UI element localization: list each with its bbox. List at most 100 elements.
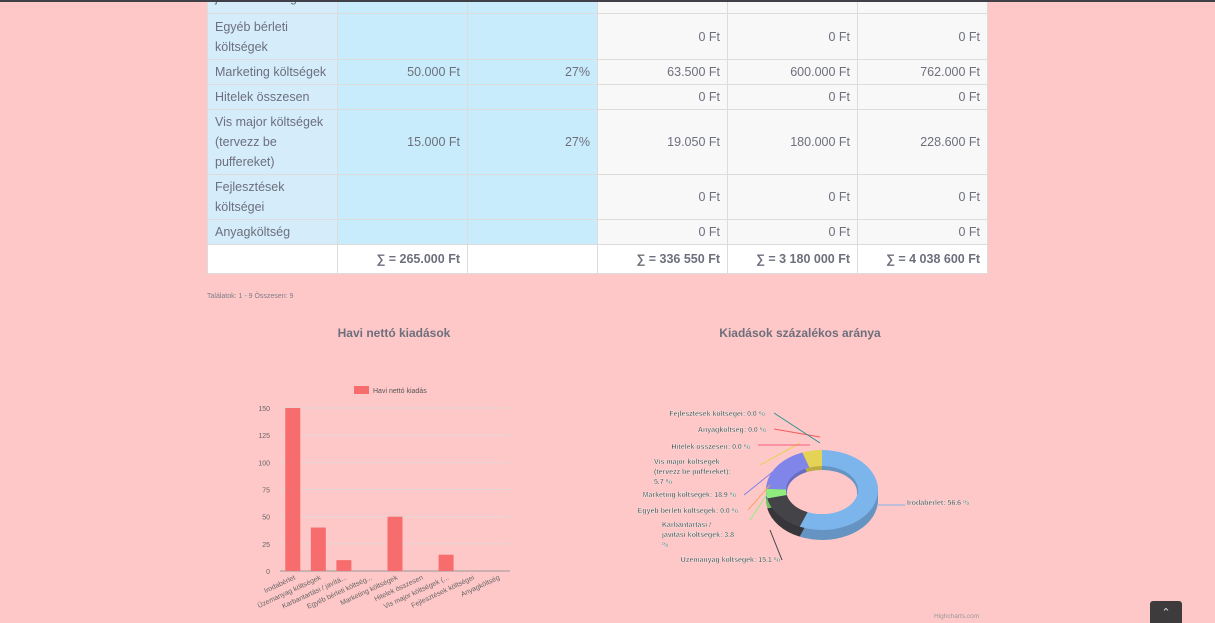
expenses-table: javítási költségekEgyéb bérleti költsége…: [207, 0, 988, 274]
table-row: Vis major költségek (tervezz be pufferek…: [207, 109, 988, 175]
vat-percent-cell: 27%: [467, 59, 598, 85]
y-tick-label: 25: [262, 542, 270, 549]
y-tick-label: 150: [258, 406, 270, 413]
pie-slice[interactable]: [767, 495, 808, 527]
table-row: javítási költségek: [207, 0, 988, 14]
table-row: Hitelek összesen 0 Ft 0 Ft 0 Ft: [207, 84, 988, 110]
monthly-cost-cell: [337, 174, 468, 220]
monthly-cost-cell: [337, 0, 468, 14]
pagination-summary: Találatok: 1 - 9 Összesen: 9: [207, 293, 294, 300]
sum-monthly-cell: ∑ = 265.000 Ft: [337, 244, 468, 274]
pie-connector: [747, 484, 771, 511]
legend-swatch: [354, 386, 369, 394]
pie-data-label: Vis major költségek (tervezz be puffereke…: [654, 459, 731, 486]
legend-label: Havi nettó kiadás: [373, 388, 427, 395]
row-name-cell: Hitelek összesen: [207, 84, 338, 110]
sum-c3-cell: ∑ = 336 550 Ft: [597, 244, 728, 274]
quarterly-cost-cell: 19.050 Ft: [597, 109, 728, 175]
bar[interactable]: [310, 527, 326, 571]
yearly-gross-cell: 0 Ft: [857, 13, 988, 60]
vat-percent-cell: [467, 13, 598, 60]
quarterly-cost-cell: 0 Ft: [597, 219, 728, 245]
sum-c4-cell: ∑ = 3 180 000 Ft: [727, 244, 858, 274]
bar-chart-title: Havi nettó kiadások: [337, 326, 451, 340]
top-bar: [0, 0, 1215, 2]
yearly-net-cell: 0 Ft: [727, 219, 858, 245]
monthly-cost-cell: [337, 219, 468, 245]
y-tick-label: 0: [266, 569, 270, 576]
bar[interactable]: [438, 554, 454, 571]
pie-connector: [759, 442, 801, 466]
pie-connector: [743, 469, 776, 496]
pie-slice[interactable]: [766, 452, 810, 490]
pie-slice[interactable]: [799, 450, 878, 530]
yearly-gross-cell: 762.000 Ft: [857, 59, 988, 85]
pie-data-label: Hitelek összesen: 0.0 %: [671, 444, 750, 451]
table-row: Egyéb bérleti költségek 0 Ft 0 Ft 0 Ft: [207, 13, 988, 60]
monthly-cost-cell: 50.000 Ft: [337, 59, 468, 85]
yearly-net-cell: 600.000 Ft: [727, 59, 858, 85]
yearly-net-cell: 0 Ft: [727, 84, 858, 110]
yearly-net-cell: 180.000 Ft: [727, 109, 858, 175]
pie-slice[interactable]: [766, 488, 787, 499]
vat-percent-cell: [467, 0, 598, 14]
chevron-up-icon: ⌃: [1161, 606, 1171, 619]
sum-c5-cell: ∑ = 4 038 600 Ft: [857, 244, 988, 274]
table-row: Anyagköltség 0 Ft 0 Ft 0 Ft: [207, 219, 988, 245]
table-row: Fejlesztések költségei 0 Ft 0 Ft 0 Ft: [207, 174, 988, 220]
pie-data-label: Egyéb bérleti költségek: 0.0 %: [638, 508, 739, 515]
pie-connector: [773, 412, 821, 444]
yearly-gross-cell: [857, 0, 988, 14]
row-name-cell: Anyagköltség: [207, 219, 338, 245]
scroll-to-top-button[interactable]: ⌃: [1150, 601, 1182, 623]
bar[interactable]: [285, 408, 301, 571]
row-name-cell: Fejlesztések költségei: [207, 174, 338, 220]
pie-data-label: Irodabérlet: 56.6 %: [907, 500, 970, 507]
y-tick-label: 125: [258, 433, 270, 440]
yearly-gross-cell: 0 Ft: [857, 174, 988, 220]
quarterly-cost-cell: 0 Ft: [597, 84, 728, 110]
monthly-cost-cell: [337, 84, 468, 110]
monthly-cost-cell: [337, 13, 468, 60]
monthly-cost-cell: 15.000 Ft: [337, 109, 468, 175]
yearly-net-cell: 0 Ft: [727, 13, 858, 60]
table-row: Marketing költségek 50.000 Ft 27% 63.500 Ft…: [207, 59, 988, 85]
pie-data-label: Marketing költségek: 18.9 %: [643, 492, 737, 499]
sum-row: ∑ = 265.000 Ft ∑ = 336 550 Ft ∑ = 3 180 00…: [207, 244, 988, 274]
quarterly-cost-cell: [597, 0, 728, 14]
pie-connector: [773, 428, 821, 438]
empty-sum-cell: [467, 244, 598, 274]
donut-hole: [787, 470, 857, 514]
pie-connector: [749, 489, 771, 521]
yearly-net-cell: [727, 0, 858, 14]
empty-sum-cell: [207, 244, 338, 274]
bar-chart: Havi nettó kiadás0255075100125150Irodabé…: [256, 386, 510, 611]
yearly-net-cell: 0 Ft: [727, 174, 858, 220]
yearly-gross-cell: 0 Ft: [857, 219, 988, 245]
pie-chart-title: Kiadások százalékos aránya: [719, 326, 881, 340]
quarterly-cost-cell: 0 Ft: [597, 13, 728, 60]
vat-percent-cell: [467, 84, 598, 110]
pie-slice[interactable]: [802, 450, 822, 468]
y-tick-label: 50: [262, 515, 270, 522]
bar[interactable]: [336, 560, 352, 571]
bar[interactable]: [387, 516, 403, 571]
pie-chart: Irodabérlet: 56.6 % Üzemanyag költségek: …: [637, 411, 970, 564]
row-name-cell: javítási költségek: [207, 0, 338, 14]
y-tick-label: 100: [258, 460, 270, 467]
yearly-gross-cell: 0 Ft: [857, 84, 988, 110]
vat-percent-cell: 27%: [467, 109, 598, 175]
y-tick-label: 75: [262, 488, 270, 495]
vat-percent-cell: [467, 174, 598, 220]
row-name-cell: Marketing költségek: [207, 59, 338, 85]
quarterly-cost-cell: 0 Ft: [597, 174, 728, 220]
bar-legend[interactable]: Havi nettó kiadás: [354, 386, 427, 395]
pie-data-label: Fejlesztések költségei: 0.0 %: [669, 411, 765, 418]
pie-data-label: Karbantartási / javítási költségek: 3.8%: [661, 522, 734, 549]
highcharts-credits[interactable]: Highcharts.com: [934, 613, 980, 620]
quarterly-cost-cell: 63.500 Ft: [597, 59, 728, 85]
vat-percent-cell: [467, 219, 598, 245]
row-name-cell: Egyéb bérleti költségek: [207, 13, 338, 60]
pie-connector: [769, 529, 783, 561]
row-name-cell: Vis major költségek (tervezz be pufferek…: [207, 109, 338, 175]
